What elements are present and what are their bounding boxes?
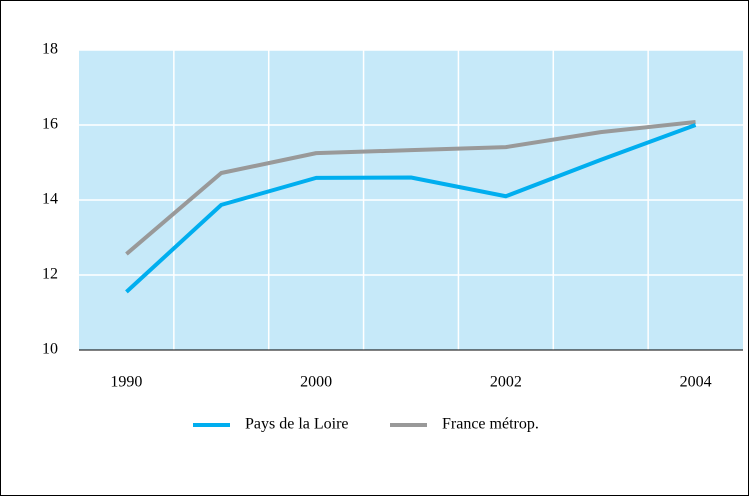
x-tick-label: 2002 [490, 374, 522, 391]
series-line [125, 120, 696, 256]
y-tick-label: 16 [42, 116, 58, 133]
y-tick-label: 12 [42, 266, 58, 283]
y-tick-label: 14 [42, 191, 58, 208]
x-tick-label: 1990 [110, 374, 142, 391]
legend-label: France métrop. [442, 416, 539, 433]
x-tick-label: 2004 [680, 374, 712, 391]
x-tick-label: 2000 [300, 374, 332, 391]
y-tick-label: 18 [42, 41, 58, 58]
y-tick-label: 10 [42, 341, 58, 358]
series-line [125, 123, 697, 294]
legend-label: Pays de la Loire [245, 416, 349, 433]
